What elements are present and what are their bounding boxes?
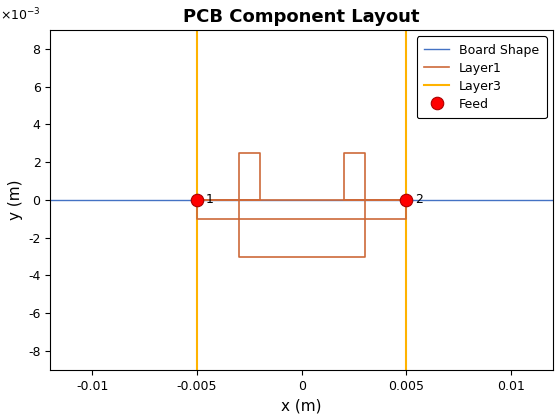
Text: $\times10^{-3}$: $\times10^{-3}$ <box>0 7 41 23</box>
Layer1 <box>194 197 200 202</box>
Y-axis label: y (m): y (m) <box>8 180 22 220</box>
Legend: Board Shape, Layer1, Layer3, Feed: Board Shape, Layer1, Layer3, Feed <box>417 36 547 118</box>
Layer1 <box>340 150 347 155</box>
Layer1 <box>256 150 263 155</box>
Layer1 <box>403 197 410 202</box>
Layer1 <box>361 197 368 202</box>
Layer1 <box>236 150 242 155</box>
Layer1 <box>236 216 242 221</box>
Layer1 <box>256 197 263 202</box>
Layer1 <box>361 150 368 155</box>
Layer1 <box>236 197 242 202</box>
Layer1 <box>236 197 242 202</box>
Layer1 <box>361 197 368 202</box>
Text: 1: 1 <box>206 193 213 206</box>
Line: Layer1: Layer1 <box>197 153 407 219</box>
Layer1 <box>236 197 242 202</box>
Layer1 <box>340 197 347 202</box>
Layer1 <box>403 197 410 202</box>
Text: 2: 2 <box>415 193 423 206</box>
Layer1 <box>194 197 200 202</box>
Layer1 <box>361 197 368 202</box>
X-axis label: x (m): x (m) <box>282 398 322 413</box>
Layer1 <box>403 216 410 221</box>
Layer1 <box>194 216 200 221</box>
Layer1 <box>361 216 368 221</box>
Layer1 <box>361 197 368 202</box>
Title: PCB Component Layout: PCB Component Layout <box>184 8 420 26</box>
Layer1 <box>236 197 242 202</box>
